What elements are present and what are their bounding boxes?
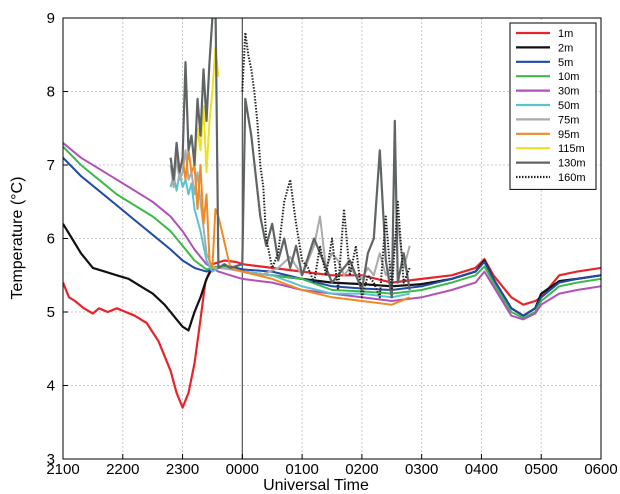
x-tick-label: 0300 (405, 461, 438, 478)
legend-label-10m: 10m (558, 71, 579, 83)
y-tick-label: 7 (47, 157, 55, 174)
series-line-5m (63, 157, 601, 317)
x-tick-label: 0500 (525, 461, 558, 478)
legend-label-160m: 160m (558, 172, 586, 184)
x-axis-label: Universal Time (263, 477, 369, 494)
x-tick-label: 2200 (106, 461, 139, 478)
series-line-130m (169, 18, 411, 299)
legend: 1m 2m 5m 10m 30m 50m 75m 95m 115m 130m 160m (509, 22, 597, 190)
x-tick-label: 2300 (166, 461, 199, 478)
legend-label-5m: 5m (558, 57, 573, 69)
legend-label-50m: 50m (558, 100, 579, 112)
legend-label-115m: 115m (558, 143, 585, 155)
y-tick-label: 6 (47, 231, 55, 248)
x-tick-label: 0600 (584, 461, 617, 478)
series-line-95m (175, 149, 411, 306)
x-tick-label: 2100 (46, 461, 79, 478)
y-tick-label: 4 (47, 378, 55, 395)
y-tick-label: 5 (47, 304, 55, 321)
y-tick-label: 9 (47, 10, 55, 27)
legend-label-75m: 75m (558, 114, 579, 126)
legend-label-2m: 2m (558, 42, 573, 54)
series-lines (63, 18, 601, 409)
series-line-160m (241, 31, 411, 299)
series-line-75m (169, 149, 411, 280)
x-tick-labels: 2100 2200 2300 0000 0100 0200 0300 0400 0500 0600 (46, 454, 618, 478)
y-tick-label: 8 (47, 84, 55, 101)
legend-label-95m: 95m (558, 129, 579, 141)
series-line-30m (63, 142, 601, 321)
series-line-10m (63, 145, 601, 319)
x-tick-label: 0400 (465, 461, 498, 478)
legend-label-130m: 130m (558, 158, 586, 170)
legend-label-30m: 30m (558, 86, 579, 98)
legend-label-1m: 1m (558, 28, 573, 40)
y-tick-labels: 3 4 5 6 7 8 9 (47, 10, 68, 468)
y-axis-label: Temperature (°C) (9, 177, 26, 300)
x-tick-label: 0100 (285, 461, 318, 478)
x-tick-label: 0200 (345, 461, 378, 478)
y-tick-label: 3 (47, 451, 55, 468)
x-tick-label: 0000 (226, 461, 259, 478)
series-line-115m (193, 46, 220, 174)
